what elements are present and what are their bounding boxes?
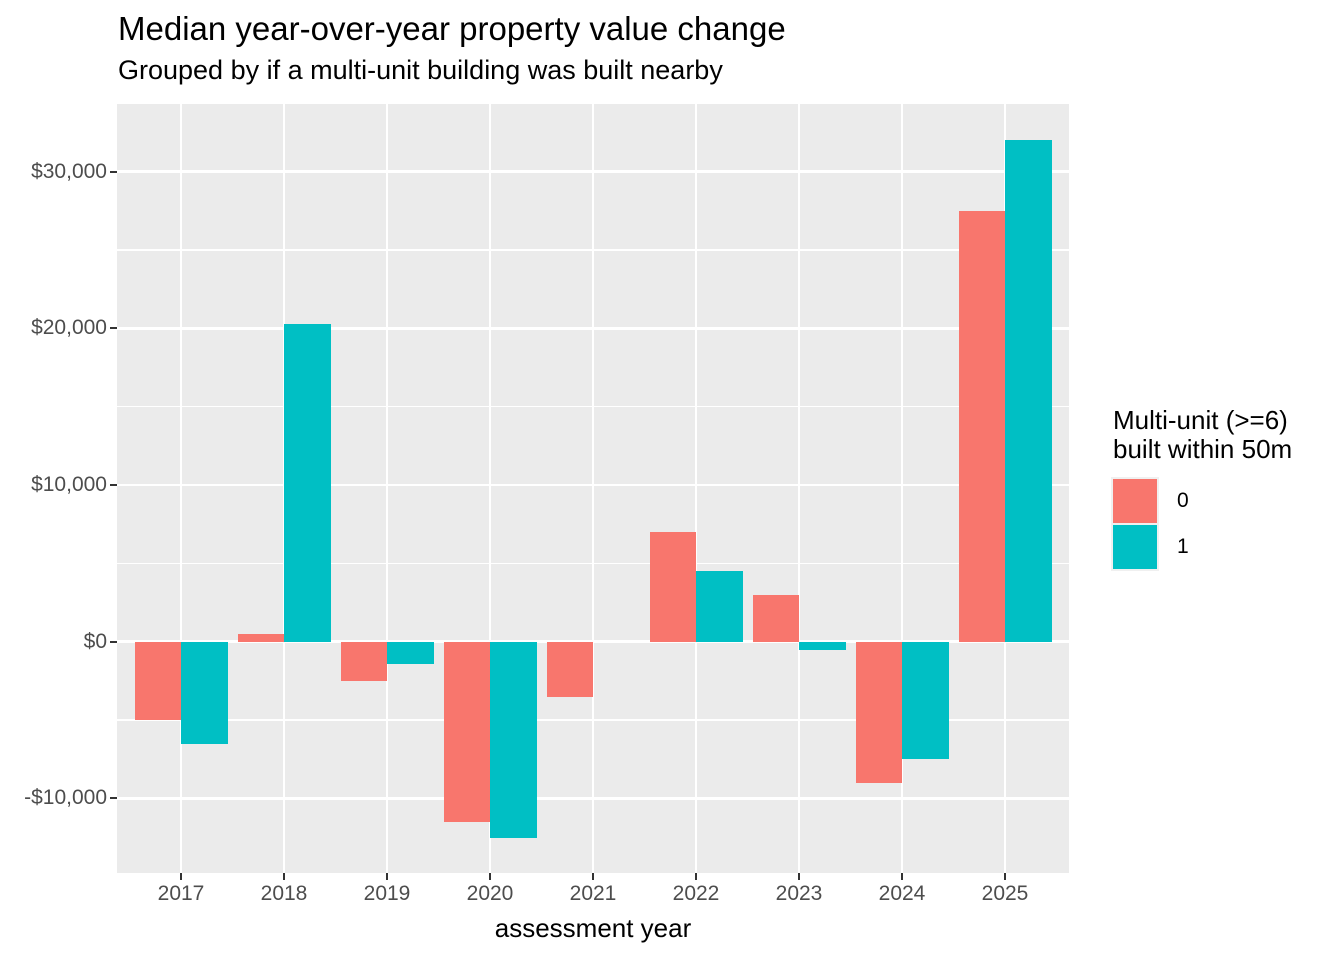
legend-item-0: 0 xyxy=(1113,478,1338,524)
bar-2023-group-1 xyxy=(799,641,846,651)
x-tick-mark xyxy=(180,873,182,880)
bar-2017-group-1 xyxy=(181,641,228,744)
x-tick-label: 2018 xyxy=(260,882,308,905)
gridline-major-v xyxy=(797,104,801,873)
bar-2024-group-0 xyxy=(855,641,902,783)
x-tick-label: 2017 xyxy=(157,882,205,905)
plot-panel xyxy=(117,104,1069,873)
x-tick-mark xyxy=(798,873,800,880)
bar-2020-group-1 xyxy=(490,641,537,838)
y-tick-label: $0 xyxy=(83,629,107,653)
y-tick-label: $10,000 xyxy=(31,473,107,496)
legend-title-line-2: built within 50m xyxy=(1113,434,1293,464)
x-tick-label: 2023 xyxy=(775,882,823,905)
y-tick-mark xyxy=(110,640,117,643)
y-tick-mark xyxy=(110,170,117,173)
legend-item-label: 0 xyxy=(1177,489,1189,512)
x-tick-label: 2022 xyxy=(672,882,720,905)
y-tick-mark xyxy=(110,797,117,800)
bar-2019-group-0 xyxy=(340,641,387,681)
bar-2023-group-0 xyxy=(752,594,799,642)
x-tick-label: 2024 xyxy=(878,882,926,905)
x-tick-label: 2019 xyxy=(363,882,411,905)
bar-2025-group-0 xyxy=(958,210,1005,642)
legend-item-label: 1 xyxy=(1177,535,1189,558)
page-title: Median year-over-year property value cha… xyxy=(118,10,786,47)
bar-2018-group-1 xyxy=(284,323,331,642)
gridline-major-v xyxy=(694,104,698,873)
bar-2020-group-0 xyxy=(443,641,490,822)
y-tick-label: $30,000 xyxy=(31,159,107,183)
gridline-major-v xyxy=(488,104,492,873)
y-tick-mark xyxy=(110,327,117,330)
x-tick-label: 2025 xyxy=(981,882,1029,905)
x-tick-mark xyxy=(592,873,594,880)
bar-2017-group-0 xyxy=(134,641,181,721)
x-tick-mark xyxy=(695,873,697,880)
gridline-major-v xyxy=(179,104,183,873)
bar-2019-group-1 xyxy=(387,641,434,664)
legend-title: Multi-unit (>=6) built within 50m xyxy=(1113,406,1338,464)
bar-2024-group-1 xyxy=(902,641,949,760)
x-tick-mark xyxy=(386,873,388,880)
legend-key-swatch-1 xyxy=(1113,525,1157,569)
x-tick-mark xyxy=(1004,873,1006,880)
gridline-major-v xyxy=(385,104,389,873)
gridline-major-v xyxy=(591,104,595,873)
legend-item-1: 1 xyxy=(1113,524,1338,570)
legend-title-line-1: Multi-unit (>=6) xyxy=(1113,405,1288,435)
bar-2022-group-0 xyxy=(649,532,696,642)
page-subtitle: Grouped by if a multi-unit building was … xyxy=(118,55,723,85)
x-tick-label: 2020 xyxy=(466,882,514,905)
gridline-major-v xyxy=(900,104,904,873)
x-tick-mark xyxy=(489,873,491,880)
bar-2018-group-0 xyxy=(237,633,284,642)
bar-2022-group-1 xyxy=(696,571,743,642)
x-axis-title: assessment year xyxy=(494,913,692,943)
x-tick-mark xyxy=(283,873,285,880)
y-tick-mark xyxy=(110,484,117,486)
bar-2025-group-1 xyxy=(1005,140,1052,642)
legend-key-swatch-0 xyxy=(1113,479,1157,523)
x-tick-mark xyxy=(901,873,903,880)
y-tick-label: -$10,000 xyxy=(24,786,107,810)
bar-2021-group-0 xyxy=(546,641,593,697)
y-tick-label: $20,000 xyxy=(31,316,107,340)
x-tick-label: 2021 xyxy=(569,882,617,905)
